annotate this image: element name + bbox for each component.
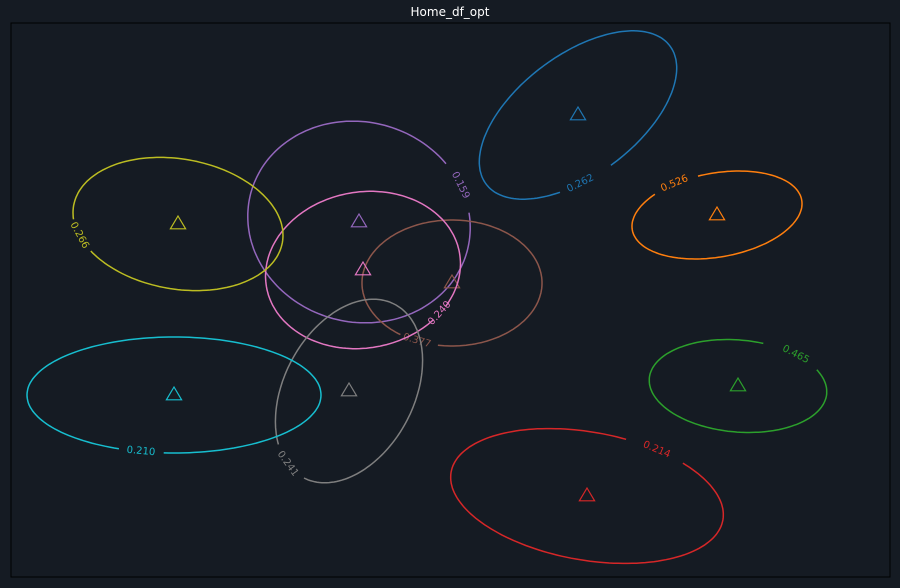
contour-line-1 bbox=[631, 170, 803, 260]
center-marker-4 bbox=[350, 212, 368, 228]
contour-line-2 bbox=[648, 338, 828, 434]
contour-level-label-8: 0.266 bbox=[68, 220, 91, 250]
center-marker-6 bbox=[354, 260, 372, 276]
chart-title: Home_df_opt bbox=[410, 5, 490, 19]
contour-line-3 bbox=[449, 427, 725, 565]
contour-line-8 bbox=[72, 156, 284, 292]
contour-level-label-0: 0.262 bbox=[565, 172, 596, 195]
contour-line-7 bbox=[274, 298, 424, 484]
contour-level-label-3: 0.214 bbox=[641, 439, 672, 460]
contour-level-label-7: 0.241 bbox=[275, 449, 301, 479]
center-marker-7 bbox=[340, 381, 358, 397]
contour-level-label-1: 0.526 bbox=[659, 173, 690, 194]
center-marker-3 bbox=[578, 486, 596, 502]
contour-line-6 bbox=[264, 190, 462, 350]
contour-line-9 bbox=[26, 336, 322, 454]
center-marker-9 bbox=[165, 385, 183, 401]
center-marker-0 bbox=[569, 105, 587, 121]
contour-level-label-5: 0.377 bbox=[402, 332, 433, 351]
contour-level-label-2: 0.465 bbox=[780, 343, 811, 366]
contour-line-5 bbox=[361, 219, 543, 347]
contour-level-label-4: 0.159 bbox=[449, 170, 472, 201]
contour-line-4 bbox=[247, 120, 471, 324]
center-marker-5 bbox=[443, 273, 461, 289]
contour-level-label-9: 0.210 bbox=[126, 445, 156, 459]
plot-frame bbox=[10, 22, 891, 578]
center-marker-2 bbox=[729, 376, 747, 392]
contour-line-0 bbox=[478, 30, 678, 200]
center-marker-8 bbox=[169, 214, 187, 230]
center-marker-1 bbox=[708, 205, 726, 221]
series-layer: 0.262 0.5260.4650.2140.1590.3770.2400.241… bbox=[26, 30, 828, 565]
